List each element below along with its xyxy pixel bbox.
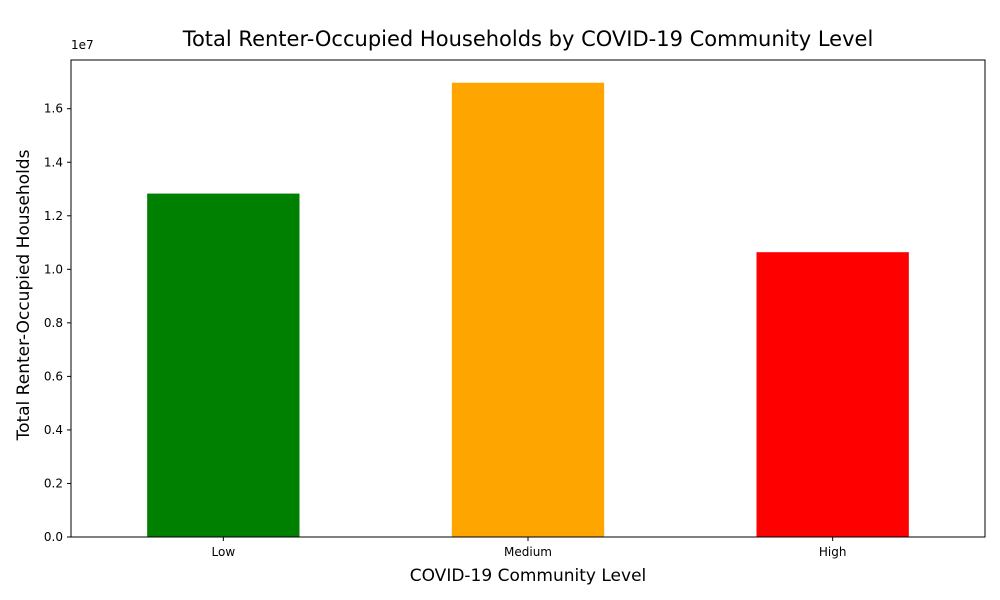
- y-tick-label: 1.6: [44, 102, 63, 116]
- x-axis: Low Medium High: [212, 537, 847, 559]
- y-tick-label: 0.4: [44, 423, 63, 437]
- y-tick-label: 0.2: [44, 476, 63, 490]
- bar-medium: [451, 82, 605, 537]
- bar-low: [147, 193, 300, 537]
- y-tick-label: 0.8: [44, 316, 63, 330]
- x-tick-label-high: High: [819, 545, 847, 559]
- x-tick-label-low: Low: [212, 545, 236, 559]
- y-tick-label: 1.2: [44, 209, 63, 223]
- y-axis-scale-note: 1e7: [71, 38, 94, 52]
- bars-group: [147, 82, 909, 537]
- x-tick-label-medium: Medium: [504, 545, 552, 559]
- y-tick-label: 0.0: [44, 530, 63, 544]
- y-tick-label: 1.0: [44, 262, 63, 276]
- y-tick-label: 1.4: [44, 155, 63, 169]
- y-tick-label: 0.6: [44, 369, 63, 383]
- chart-title: Total Renter-Occupied Households by COVI…: [182, 27, 874, 51]
- y-axis: 0.0 0.2 0.4 0.6 0.8 1.0 1.2 1.4 1.6: [44, 102, 71, 544]
- x-axis-label: COVID-19 Community Level: [410, 566, 647, 586]
- bar-high: [756, 252, 909, 537]
- plot-frame: [70, 59, 986, 538]
- y-axis-label: Total Renter-Occupied Households: [14, 149, 34, 441]
